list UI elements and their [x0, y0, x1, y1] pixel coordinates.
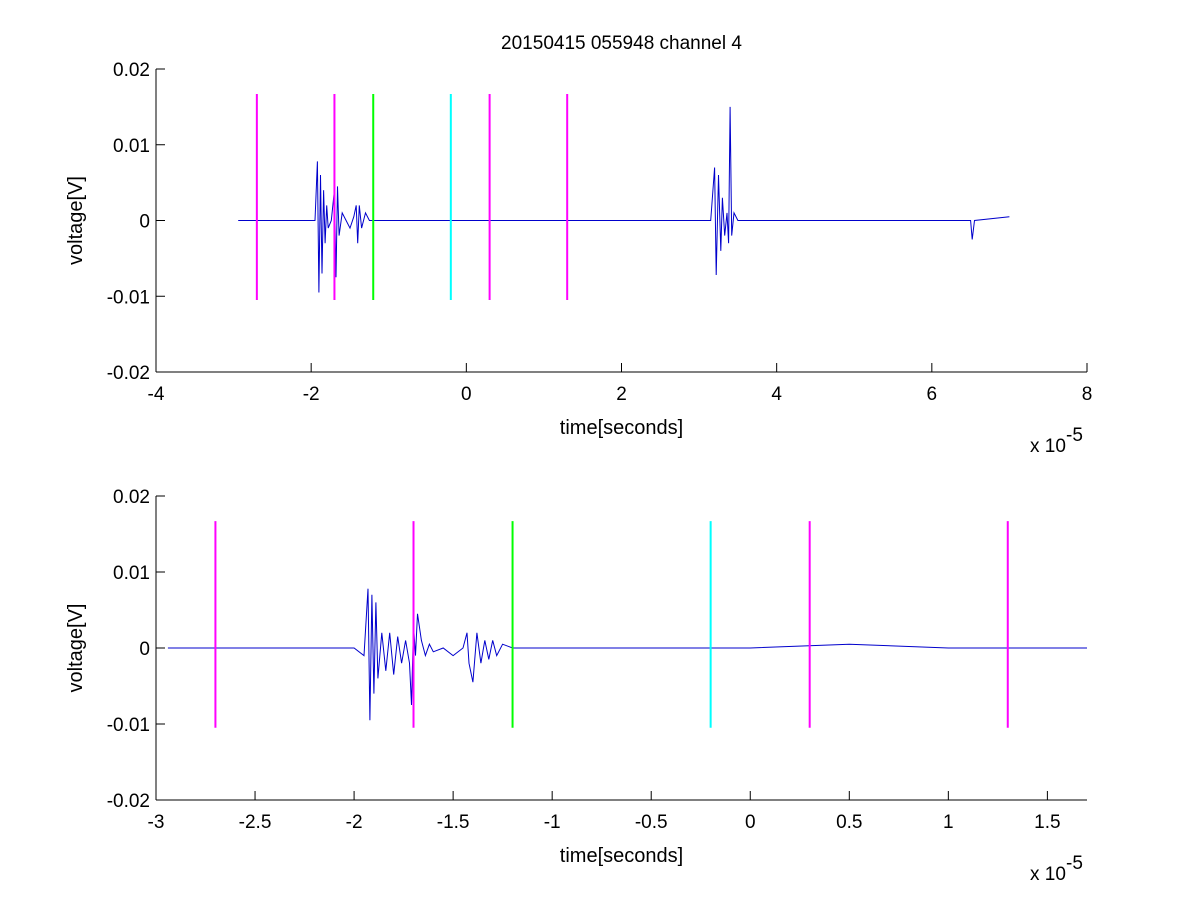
x-tick-label: -2: [303, 384, 320, 405]
y-tick-label: 0.01: [113, 563, 150, 584]
x-tick-label: 0: [745, 812, 756, 833]
bottom-plot: -0.02 -0.01 0 0.01 0.02 -3 -2.5 -2 -1.5 -1 -0.5 0 0.…: [65, 487, 1087, 885]
x-tick-label: 0: [461, 384, 472, 405]
y-tick-label: 0: [139, 639, 150, 660]
chart-title: 20150415 055948 channel 4: [501, 33, 742, 54]
y-axis-title: voltage[V]: [65, 176, 87, 265]
x-tick-label: -2.5: [239, 812, 272, 833]
y-tick-label: 0.02: [113, 487, 150, 508]
y-tick-label: -0.01: [107, 715, 150, 736]
x-tick-label: -0.5: [635, 812, 668, 833]
x-exponent-label: x 10: [1030, 436, 1066, 457]
y-tick-label: -0.02: [107, 363, 150, 384]
x-tick-label: 8: [1082, 384, 1093, 405]
x-exponent-value: -5: [1066, 425, 1083, 446]
voltage-trace-line: [238, 106, 1010, 293]
x-tick-label: 1: [943, 812, 954, 833]
x-tick-label: 4: [771, 384, 782, 405]
x-tick-label: -1: [544, 812, 561, 833]
y-axis-title: voltage[V]: [65, 604, 87, 693]
x-axis-title: time[seconds]: [560, 417, 683, 439]
x-tick-label: 2: [616, 384, 627, 405]
x-tick-label: -2: [346, 812, 363, 833]
y-tick-label: 0.01: [113, 136, 150, 157]
y-tick-label: -0.02: [107, 791, 150, 812]
voltage-trace-line: [167, 588, 1087, 721]
y-tick-label: 0.02: [113, 60, 150, 81]
x-tick-label: 1.5: [1034, 812, 1060, 833]
y-tick-label: 0: [139, 212, 150, 233]
x-tick-label: -4: [148, 384, 165, 405]
x-tick-label: -3: [148, 812, 165, 833]
x-tick-label: 6: [927, 384, 938, 405]
x-axis-title: time[seconds]: [560, 845, 683, 867]
x-tick-label: 0.5: [836, 812, 862, 833]
top-plot: 20150415 055948 channel 4 -0.02 -0.01 0 0.01…: [65, 33, 1092, 457]
x-tick-label: -1.5: [437, 812, 470, 833]
x-exponent-value: -5: [1066, 853, 1083, 874]
x-exponent-label: x 10: [1030, 864, 1066, 885]
y-tick-label: -0.01: [107, 287, 150, 308]
